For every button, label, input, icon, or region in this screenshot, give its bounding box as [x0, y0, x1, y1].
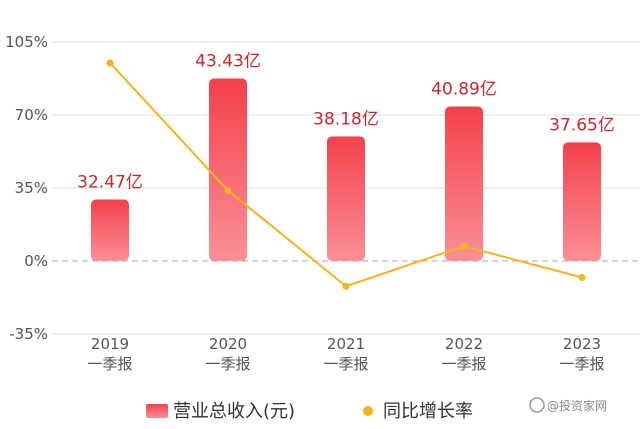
x-tick-label: 2021 一季报: [323, 335, 368, 373]
legend-label-growth: 同比增长率: [383, 401, 473, 422]
bar: [563, 142, 601, 261]
watermark-logo-icon: [529, 397, 545, 413]
growth-point: [578, 273, 586, 281]
bar: [91, 199, 129, 261]
legend-swatch-revenue: [146, 404, 168, 418]
growth-point: [460, 242, 468, 250]
x-axis-labels: 2019 一季报 2020 一季报 2021 一季报 2022 一季报 2023 一季报: [87, 335, 604, 373]
legend: 营业总收入(元) 同比增长率: [146, 401, 473, 422]
growth-point: [106, 59, 114, 67]
watermark: @投资家网: [529, 397, 607, 413]
bar-data-label: 37.65亿: [549, 115, 615, 135]
y-tick-label: -35%: [9, 325, 48, 343]
y-tick-label: 105%: [5, 33, 48, 51]
bar-data-label: 38.18亿: [313, 109, 379, 129]
legend-label-revenue: 营业总收入(元): [173, 401, 295, 422]
bar-data-label: 43.43亿: [195, 52, 261, 72]
x-tick-label: 2023 一季报: [559, 335, 604, 373]
legend-swatch-growth: [363, 406, 373, 416]
bar-data-label: 32.47亿: [77, 173, 143, 193]
bar-data-label: 40.89亿: [431, 80, 497, 100]
x-tick-label: 2022 一季报: [441, 335, 486, 373]
bars: [91, 78, 601, 262]
growth-point: [342, 282, 350, 290]
y-tick-label: 70%: [15, 106, 48, 124]
y-tick-label: 35%: [15, 179, 48, 197]
y-axis-ticks: 105% 70% 35% 0% -35%: [5, 33, 48, 343]
growth-line: [106, 59, 586, 290]
growth-point: [224, 187, 232, 195]
x-tick-label: 2019 一季报: [87, 335, 132, 373]
y-tick-label: 0%: [24, 252, 48, 270]
bar: [445, 106, 483, 261]
bar: [327, 136, 365, 261]
bar-data-labels: 32.47亿 43.43亿 38.18亿 40.89亿 37.65亿: [77, 52, 615, 193]
watermark-text: @投资家网: [547, 398, 607, 413]
x-tick-label: 2020 一季报: [205, 335, 250, 373]
bar: [209, 78, 247, 262]
